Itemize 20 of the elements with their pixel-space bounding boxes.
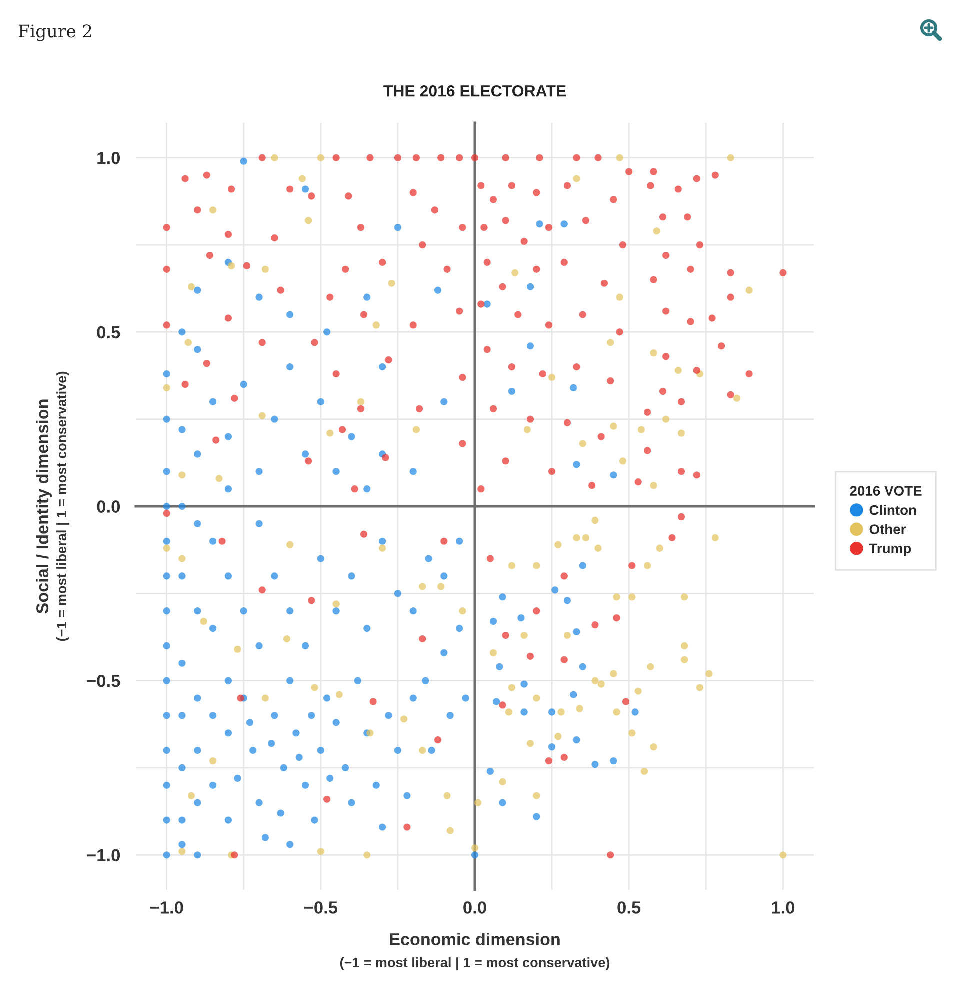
y-tick-label: 1.0: [98, 152, 120, 164]
caption: Figure 2: [18, 24, 92, 42]
legend-label: Other: [870, 524, 906, 534]
text: (−1 = most liberal | 1 = most conservative): [340, 958, 610, 970]
y-tick-label: 0.5: [97, 326, 120, 339]
legend-title: 2016 VOTE: [850, 486, 922, 496]
legend-label: Clinton: [870, 505, 916, 516]
x-tick-label: −1.0: [150, 902, 184, 914]
text: (−1 = most liberal | 1 = most conservative): [56, 372, 70, 642]
y-axis-title: Social / Identity dimension: [36, 400, 52, 614]
x-tick-label: 1.0: [772, 902, 795, 914]
x-tick-label: −0.5: [304, 902, 338, 914]
x-axis-title: Economic dimension: [390, 933, 560, 946]
y-tick-label: −0.5: [87, 674, 120, 688]
y-tick-label: −1.0: [87, 849, 120, 862]
y-tick-label: 0.0: [97, 500, 120, 513]
x-tick-label: 0.5: [618, 902, 641, 914]
legend-label: Trump: [869, 544, 912, 556]
chart-title: THE 2016 ELECTORATE: [384, 85, 566, 97]
x-tick-label: 0.0: [464, 902, 486, 914]
